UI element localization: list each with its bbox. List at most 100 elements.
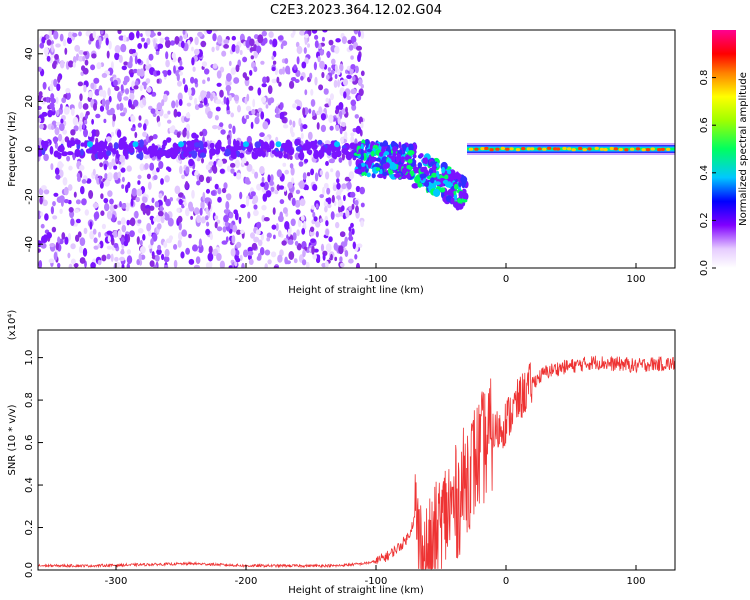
- noise-blob: [150, 108, 156, 114]
- noise-blob: [340, 262, 345, 268]
- noise-blob: [107, 190, 113, 198]
- noise-blob: [119, 102, 124, 112]
- noise-blob: [234, 159, 240, 169]
- noise-blob: [325, 97, 329, 103]
- noise-blob: [248, 258, 254, 265]
- noise-blob: [140, 33, 143, 38]
- noise-blob: [119, 112, 126, 117]
- snr-y-label: SNR (10 * v/v): [7, 404, 18, 475]
- noise-blob: [333, 242, 338, 251]
- noise-blob: [211, 30, 218, 33]
- noise-blob: [95, 113, 101, 119]
- noise-blob: [123, 107, 128, 114]
- noise-blob: [313, 61, 317, 71]
- noise-blob: [214, 115, 219, 121]
- noise-blob: [262, 121, 269, 130]
- noise-blob: [197, 31, 203, 37]
- noise-blob: [145, 30, 151, 37]
- noise-blob: [164, 36, 170, 41]
- carrier-blob: [118, 137, 126, 146]
- carrier-peak: [666, 147, 671, 151]
- noise-blob: [158, 161, 164, 169]
- noise-blob: [292, 120, 296, 128]
- carrier-peak: [542, 147, 547, 151]
- noise-blob: [260, 111, 265, 120]
- noise-blob: [184, 84, 188, 93]
- x-tick-label: 0: [503, 576, 509, 587]
- spectrogram-y-label: Frequency (Hz): [7, 111, 18, 187]
- noise-blob: [292, 232, 297, 241]
- noise-blob: [253, 236, 260, 243]
- noise-blob: [324, 140, 331, 145]
- noise-blob: [320, 124, 326, 133]
- noise-blob: [335, 221, 340, 229]
- noise-blob: [178, 71, 183, 76]
- noise-blob: [53, 192, 59, 197]
- carrier-blob: [224, 148, 231, 157]
- noise-blob: [190, 76, 195, 84]
- carrier-blob: [38, 148, 42, 154]
- noise-blob: [276, 76, 280, 84]
- noise-blob: [323, 182, 329, 189]
- carrier-peak: [635, 147, 641, 151]
- noise-blob: [231, 35, 236, 41]
- carrier-peak: [480, 147, 485, 151]
- noise-blob: [205, 188, 211, 194]
- carrier-blob: [214, 147, 221, 155]
- noise-blob: [39, 196, 43, 205]
- noise-blob: [240, 204, 246, 209]
- noise-blob: [134, 80, 139, 87]
- noise-blob: [93, 102, 97, 111]
- noise-blob: [293, 258, 298, 264]
- noise-blob: [194, 170, 199, 176]
- noise-blob: [275, 106, 279, 115]
- noise-blob: [156, 167, 160, 173]
- noise-blob: [148, 135, 154, 141]
- noise-blob: [261, 204, 267, 211]
- noise-blob: [126, 249, 131, 255]
- noise-blob: [223, 96, 227, 105]
- carrier-blob: [194, 142, 200, 148]
- noise-blob: [98, 36, 102, 46]
- noise-blob: [239, 191, 243, 200]
- carrier-blob: [127, 146, 135, 154]
- transition-blob: [391, 163, 397, 171]
- noise-blob: [339, 127, 343, 135]
- carrier-blob: [106, 145, 113, 151]
- noise-blob: [313, 248, 319, 253]
- noise-blob: [106, 245, 113, 250]
- noise-blob: [188, 201, 193, 211]
- noise-blob: [117, 230, 122, 239]
- noise-blob: [329, 125, 334, 131]
- noise-blob: [181, 204, 185, 209]
- transition-blob: [405, 154, 410, 161]
- noise-blob: [149, 162, 155, 171]
- noise-blob: [235, 249, 240, 256]
- noise-blob: [298, 161, 304, 167]
- noise-blob: [273, 234, 276, 240]
- transition-blob: [375, 167, 381, 172]
- transition-blob: [414, 166, 419, 171]
- noise-blob: [177, 215, 183, 223]
- noise-blob: [339, 256, 343, 263]
- noise-blob: [94, 89, 100, 96]
- noise-blob: [156, 115, 160, 123]
- noise-blob: [200, 200, 205, 210]
- noise-blob: [267, 174, 271, 183]
- noise-blob: [285, 65, 291, 75]
- noise-blob: [97, 259, 102, 266]
- x-tick-label: 100: [626, 576, 645, 587]
- carrier-blob: [294, 140, 298, 145]
- carrier-peak: [521, 147, 526, 151]
- noise-blob: [79, 93, 83, 102]
- noise-blob: [78, 31, 82, 37]
- noise-blob: [104, 203, 110, 212]
- noise-blob: [348, 158, 352, 167]
- carrier-blob: [183, 150, 190, 157]
- noise-blob: [304, 158, 309, 163]
- noise-blob: [336, 178, 340, 184]
- carrier-peak: [509, 147, 514, 151]
- noise-blob: [196, 180, 201, 186]
- noise-blob: [232, 125, 236, 135]
